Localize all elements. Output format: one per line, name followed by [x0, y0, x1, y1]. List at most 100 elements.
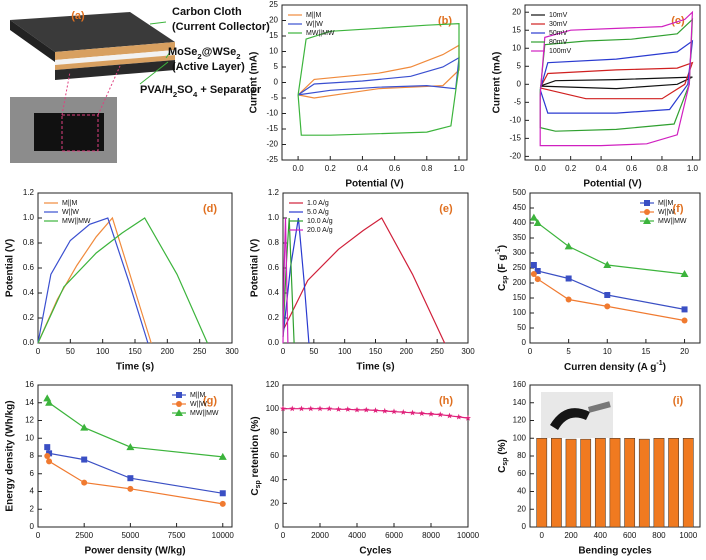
y-tick-label: 2 — [30, 504, 35, 513]
marker — [534, 268, 541, 274]
schematic-text: Carbon Cloth — [172, 6, 242, 18]
series-line — [539, 76, 693, 90]
panel: 0.0 0.2 0.4 0.6 0.8 1.0 -25 -20 -15 -10 -5 0 5 10 15 20… — [266, 0, 468, 173]
y-tick-label: 25 — [269, 0, 278, 9]
x-axis-title: Power density (W/kg) — [84, 546, 185, 557]
series-line — [37, 217, 149, 344]
marker — [127, 475, 134, 482]
y-axis-title: Energy density (Wh/kg) — [5, 400, 16, 511]
y-tick-label: 1.2 — [268, 188, 280, 197]
marker — [335, 406, 342, 412]
y-tick-label: 0 — [274, 78, 279, 87]
y-tick-label: 0 — [517, 79, 522, 88]
y-axis-title-part: sp — [502, 457, 509, 465]
y-axis-title: Csp retention (%) — [250, 416, 263, 495]
series-line — [282, 217, 310, 344]
x-tick-label: 0 — [281, 531, 286, 540]
y-axis-title-part: sp — [502, 276, 509, 284]
y-tick-label: 0.2 — [23, 313, 35, 322]
schematic-text: (Current Collector) — [172, 21, 270, 33]
carbon-layer — [55, 60, 175, 80]
pointer — [139, 61, 169, 85]
schematic-text: PVA/H2SO4 + Separator — [140, 84, 262, 99]
x-tick-label: 8000 — [422, 531, 440, 540]
marker — [46, 458, 53, 465]
x-axis-title-part: -1 — [656, 360, 662, 367]
marker — [381, 407, 388, 414]
x-tick-label: 150 — [369, 347, 383, 356]
y-tick-label: 10 — [269, 47, 278, 56]
x-tick-label: 50 — [66, 347, 75, 356]
marker — [344, 406, 351, 412]
inset-photo — [541, 392, 613, 438]
x-tick-label: 0.4 — [357, 164, 369, 173]
x-tick-label: 0.0 — [293, 164, 305, 173]
legend-label: M||M — [306, 12, 321, 19]
x-axis-title: Curren density (A g-1) — [564, 360, 666, 372]
bar — [551, 438, 562, 528]
x-tick-label: 200 — [564, 531, 578, 540]
marker — [534, 276, 541, 283]
marker — [354, 406, 360, 413]
x-tick-label: 5 — [566, 347, 571, 356]
y-tick-label: 40 — [517, 487, 526, 496]
marker — [428, 410, 434, 417]
marker — [564, 242, 573, 250]
y-tick-label: 120 — [513, 416, 527, 425]
active-layer — [55, 55, 175, 70]
legend-label: W||W — [190, 401, 207, 408]
legend-label: 100mV — [549, 48, 572, 55]
schematic-text-part: MoSe — [168, 46, 197, 58]
y-tick-label: 350 — [513, 233, 527, 242]
y-tick-label: -5 — [271, 93, 279, 102]
x-tick-label: 1.0 — [687, 164, 699, 173]
pointer — [149, 21, 167, 25]
y-tick-label: 500 — [513, 188, 527, 197]
legend-label: MW||MW — [190, 410, 219, 417]
marker — [465, 414, 471, 421]
y-tick-label: 100 — [513, 308, 527, 317]
marker — [127, 485, 134, 492]
marker — [44, 444, 51, 451]
panel-label: (g) — [203, 395, 217, 407]
x-tick-label: 7500 — [168, 531, 186, 540]
y-axis-title-part: ) — [497, 245, 508, 248]
y-tick-label: 14 — [25, 398, 34, 407]
marker — [80, 423, 89, 431]
y-axis-title: Csp (F g-1) — [495, 245, 509, 291]
bar — [609, 438, 621, 528]
x-tick-label: 300 — [225, 347, 239, 356]
y-tick-label: 6 — [30, 469, 35, 478]
y-tick-label: 16 — [25, 380, 34, 389]
y-tick-label: 0.2 — [268, 313, 280, 322]
x-tick-label: 2500 — [75, 531, 93, 540]
y-tick-label: -20 — [266, 140, 278, 149]
panel-label: (a) — [71, 10, 85, 22]
y-tick-label: 15 — [512, 25, 521, 34]
x-tick-label: 600 — [623, 531, 637, 540]
marker — [219, 500, 226, 507]
marker — [81, 456, 88, 463]
y-tick-label: 8 — [30, 451, 35, 460]
x-tick-label: 1000 — [679, 531, 697, 540]
bar — [624, 438, 636, 528]
schematic-text-part: SO — [177, 84, 193, 96]
marker — [307, 405, 314, 412]
series-line — [37, 216, 152, 344]
x-tick-label: 1.0 — [453, 164, 465, 173]
bent-device — [550, 408, 590, 430]
x-tick-label: 0 — [36, 531, 41, 540]
legend-label: MW||MW — [306, 30, 335, 37]
schematic-text-part: @WSe — [202, 46, 237, 58]
bar — [653, 438, 665, 528]
y-axis-title-part: (%) — [497, 439, 508, 457]
y-tick-label: 160 — [513, 380, 527, 389]
marker — [681, 317, 688, 324]
legend-label: MW||MW — [658, 218, 687, 225]
legend-label: W||W — [62, 209, 79, 216]
marker — [175, 409, 183, 416]
separator-layer — [55, 50, 175, 65]
y-tick-label: 250 — [513, 263, 527, 272]
schematic-text-part: 2 — [236, 52, 240, 61]
x-tick-label: 10 — [603, 347, 612, 356]
